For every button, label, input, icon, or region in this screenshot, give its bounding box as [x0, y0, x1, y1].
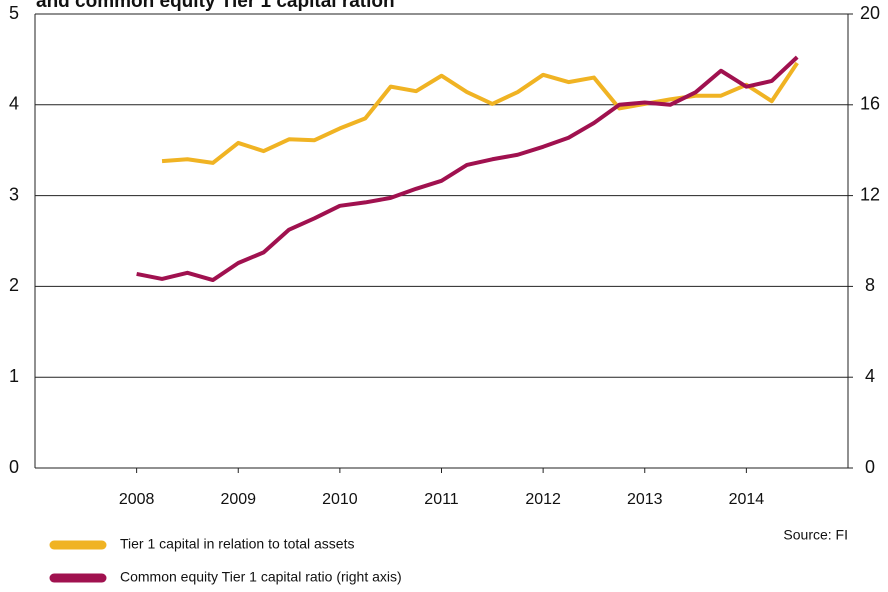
legend-label: Common equity Tier 1 capital ratio (righ… [120, 569, 402, 585]
y2-tick-label: 16 [860, 94, 880, 114]
y-tick-label: 4 [9, 94, 19, 114]
y-tick-label: 2 [9, 275, 19, 295]
x-tick-label: 2012 [525, 491, 561, 508]
x-tick-label: 2014 [729, 491, 765, 508]
y2-tick-label: 20 [860, 3, 880, 23]
x-tick-label: 2010 [322, 491, 358, 508]
source: Source: FI [783, 527, 848, 543]
x-tick-label: 2009 [220, 491, 256, 508]
y-tick-label: 3 [9, 184, 19, 204]
chart-title: and common equity Tier 1 capital ration [36, 0, 395, 12]
y2-tick-label: 0 [865, 457, 875, 477]
legend-label: Tier 1 capital in relation to total asse… [120, 536, 355, 552]
y2-tick-label: 8 [865, 275, 875, 295]
y-tick-label: 1 [9, 366, 19, 386]
x-tick-label: 2011 [424, 491, 459, 508]
y-tick-label: 5 [9, 3, 19, 23]
series-line [136, 55, 799, 283]
y2-tick-label: 4 [865, 366, 875, 386]
y2-tick-label: 12 [860, 184, 880, 204]
x-tick-label: 2008 [119, 491, 155, 508]
series-line [161, 61, 799, 165]
y-tick-label: 0 [9, 457, 19, 477]
x-tick-label: 2013 [627, 491, 663, 508]
